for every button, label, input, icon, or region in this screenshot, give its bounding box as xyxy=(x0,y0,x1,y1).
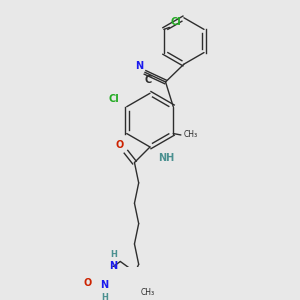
Text: O: O xyxy=(116,140,124,150)
Text: H: H xyxy=(111,250,118,259)
Text: H: H xyxy=(101,293,108,300)
Text: Cl: Cl xyxy=(171,16,182,26)
Text: N: N xyxy=(110,262,118,272)
Text: N: N xyxy=(100,280,108,290)
Text: CH₃: CH₃ xyxy=(141,288,155,297)
Text: CH₃: CH₃ xyxy=(183,130,197,140)
Text: Cl: Cl xyxy=(109,94,120,104)
Text: O: O xyxy=(84,278,92,288)
Text: N: N xyxy=(135,61,143,71)
Text: NH: NH xyxy=(158,153,174,163)
Text: C: C xyxy=(144,75,151,85)
